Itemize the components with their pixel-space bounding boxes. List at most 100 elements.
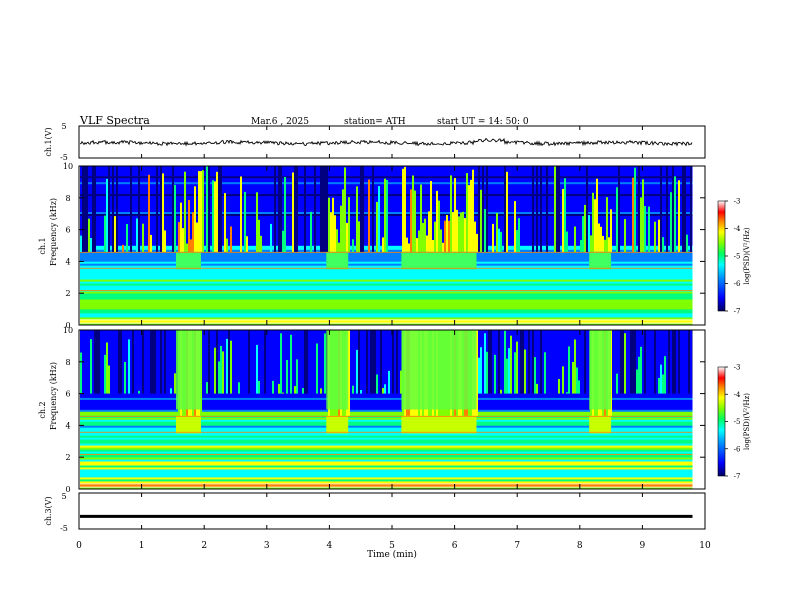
frequency-tick-label: 8 <box>65 194 70 203</box>
narrowband-line <box>80 319 693 321</box>
sferic-streak <box>384 178 386 252</box>
sferic-streak <box>554 166 556 252</box>
sferic-streak <box>190 239 192 252</box>
frequency-band <box>80 330 693 333</box>
sferic-streak <box>292 172 294 252</box>
frequency-band <box>80 423 693 426</box>
frequency-band <box>80 175 693 179</box>
time-tick-label: 4 <box>327 541 333 551</box>
colorbar-tick-label: -6 <box>734 445 741 453</box>
sferic-streak <box>574 339 576 394</box>
frequency-band <box>80 311 693 314</box>
sferic-streak <box>160 166 162 252</box>
sferic-streak <box>452 212 454 252</box>
sferic-streak <box>678 180 680 252</box>
sferic-streak <box>438 200 440 252</box>
frequency-tick-label: 0 <box>65 321 70 330</box>
sferic-streak <box>160 330 162 394</box>
ch1-spectrogram-image <box>80 166 705 326</box>
sferic-streak <box>162 173 164 252</box>
sferic-streak <box>486 351 488 394</box>
sferic-streak <box>594 199 596 252</box>
ch2-frequency-label: Frequency (kHz) <box>49 362 58 430</box>
frequency-band <box>80 349 693 353</box>
sferic-streak <box>280 333 282 394</box>
sferic-streak <box>106 178 108 252</box>
sferic-streak <box>138 390 140 394</box>
emission-block-upper <box>401 330 477 410</box>
sferic-streak <box>638 166 640 252</box>
sferic-streak <box>244 191 246 252</box>
sferic-streak <box>618 166 620 252</box>
emission-block <box>401 415 477 434</box>
sferic-streak <box>226 338 228 394</box>
sferic-streak <box>484 333 486 394</box>
sferic-streak <box>418 230 420 252</box>
sferic-streak <box>370 330 372 394</box>
frequency-band <box>80 307 693 310</box>
frequency-band <box>80 367 693 371</box>
sferic-streak <box>296 166 298 252</box>
sferic-streak <box>632 177 634 252</box>
sferic-streak <box>690 166 692 252</box>
frequency-band <box>80 355 693 359</box>
time-axis: 0 1 2 3 4 5 6 7 8 9 10 <box>76 126 711 551</box>
sferic-streak <box>296 359 298 394</box>
sferic-streak <box>598 223 600 252</box>
time-tick-label: 9 <box>640 541 646 551</box>
frequency-tick-label: 2 <box>65 289 70 298</box>
sferic-streak <box>592 192 594 252</box>
sferic-streak <box>248 330 250 394</box>
sferic-streak <box>492 223 494 252</box>
frequency-band <box>80 265 693 268</box>
frequency-band <box>80 403 693 406</box>
colorbar-gradient <box>717 366 726 477</box>
sferic-streak <box>494 354 496 394</box>
frequency-band <box>80 309 693 312</box>
frequency-band <box>80 425 693 428</box>
sferic-streak <box>640 346 642 394</box>
sferic-streak <box>606 197 608 252</box>
sferic-streak <box>500 231 502 252</box>
colorbar-label: log(PSD)(V²/Hz) <box>743 227 751 284</box>
colorbar-tick-label: -7 <box>734 473 741 481</box>
sferic-streak <box>604 239 606 252</box>
sferic-streak <box>126 224 128 252</box>
sferic-streak <box>518 218 520 252</box>
ch3-waveform-ylabel: ch.3(V) <box>44 496 53 525</box>
sferic-streak <box>574 226 576 252</box>
sferic-streak <box>378 186 380 252</box>
frequency-band <box>80 477 693 480</box>
sferic-streak <box>198 171 200 252</box>
figure-title: VLF Spectra <box>79 114 150 127</box>
frequency-band <box>80 334 693 337</box>
sferic-streak <box>464 218 466 252</box>
frequency-band <box>80 279 693 282</box>
narrowband-line <box>80 486 693 488</box>
frequency-band <box>80 365 693 369</box>
frequency-tick-label: 6 <box>65 226 70 235</box>
sferic-streak <box>396 330 398 394</box>
sferic-streak <box>566 231 568 252</box>
sferic-streak <box>174 373 176 394</box>
sferic-streak <box>212 180 214 252</box>
time-tick-label: 6 <box>452 541 458 551</box>
frequency-band <box>80 421 693 424</box>
sferic-streak <box>118 330 120 394</box>
sferic-streak <box>388 370 390 394</box>
sferic-streak <box>576 367 578 394</box>
frequency-tick-label: 8 <box>65 358 70 367</box>
sferic-streak <box>422 223 424 252</box>
narrowband-line <box>80 415 693 417</box>
emission-block-upper <box>176 330 201 410</box>
frequency-band <box>80 479 693 482</box>
sferic-streak <box>226 238 228 252</box>
sferic-streak <box>428 211 430 252</box>
sferic-streak <box>352 385 354 394</box>
ch2-ylabel-line1: ch.2 <box>38 401 47 418</box>
colorbar-gradient <box>717 200 726 312</box>
emission-block <box>176 251 201 270</box>
frequency-band <box>80 449 693 452</box>
frequency-band <box>80 411 693 414</box>
